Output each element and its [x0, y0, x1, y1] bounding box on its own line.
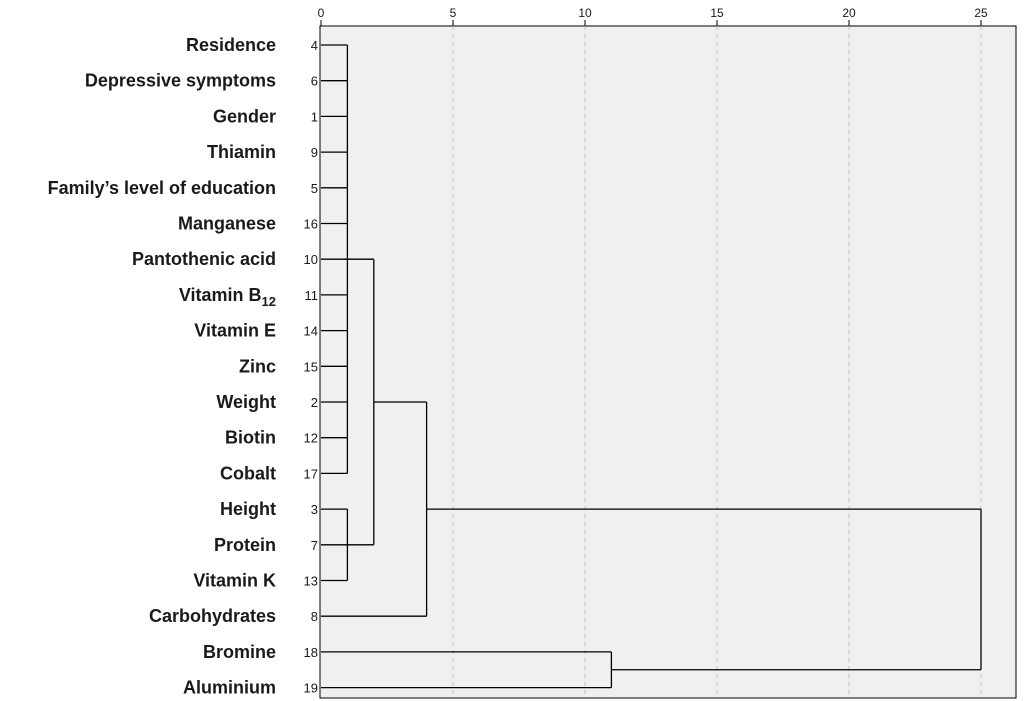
leaf-label: Zinc [239, 356, 276, 376]
leaf-label: Family’s level of education [48, 178, 276, 198]
leaf-id: 4 [311, 38, 318, 53]
x-axis-ticks: 0 5 10 15 20 25 [318, 6, 988, 26]
leaf-id: 18 [304, 645, 318, 660]
leaf-label: Carbohydrates [149, 606, 276, 626]
leaf-id: 15 [304, 359, 318, 374]
tick-label-0: 0 [318, 6, 325, 20]
tick-label-15: 15 [710, 6, 724, 20]
leaf-label: Manganese [178, 214, 276, 234]
tick-label-25: 25 [974, 6, 988, 20]
leaf-label: Thiamin [207, 142, 276, 162]
leaf-id: 8 [311, 609, 318, 624]
leaf-id: 17 [304, 466, 318, 481]
leaf-label: Vitamin K [193, 571, 276, 591]
tick-label-20: 20 [842, 6, 856, 20]
leaf-label: Weight [216, 392, 276, 412]
leaf-id: 13 [304, 574, 318, 589]
plot-area [319, 25, 1017, 699]
leaf-label: Protein [214, 535, 276, 555]
grid-lines [452, 26, 982, 698]
leaf-label: Vitamin E [194, 321, 276, 341]
leaf-id: 10 [304, 252, 318, 267]
leaf-label: Cobalt [220, 463, 276, 483]
leaf-id: 11 [305, 288, 319, 303]
leaf-id: 3 [311, 502, 318, 517]
leaf-label: Height [220, 499, 276, 519]
leaf-id: 6 [311, 74, 318, 89]
leaf-label: Biotin [225, 428, 276, 448]
leaf-label: Pantothenic acid [132, 249, 276, 269]
leaf-label: Residence [186, 35, 276, 55]
leaf-id: 9 [311, 145, 318, 160]
dendrogram-links [321, 44, 982, 689]
leaf-id: 7 [311, 538, 318, 553]
leaf-id: 14 [304, 324, 318, 339]
leaf-labels: Residence 4 Depressive symptoms 6 Gender 1 Thi… [48, 35, 318, 698]
tick-label-10: 10 [578, 6, 592, 20]
leaf-label: Gender [213, 106, 276, 126]
leaf-label: Bromine [203, 642, 276, 662]
leaf-id: 2 [311, 395, 318, 410]
leaf-label: Aluminium [183, 678, 276, 698]
leaf-id: 16 [304, 217, 318, 232]
leaf-id: 12 [304, 431, 318, 446]
tick-label-5: 5 [450, 6, 457, 20]
leaf-label: Vitamin B12 [179, 285, 276, 309]
leaf-label: Depressive symptoms [85, 71, 276, 91]
leaf-id: 5 [311, 181, 318, 196]
leaf-id: 19 [304, 681, 318, 696]
leaf-id: 1 [311, 109, 318, 124]
